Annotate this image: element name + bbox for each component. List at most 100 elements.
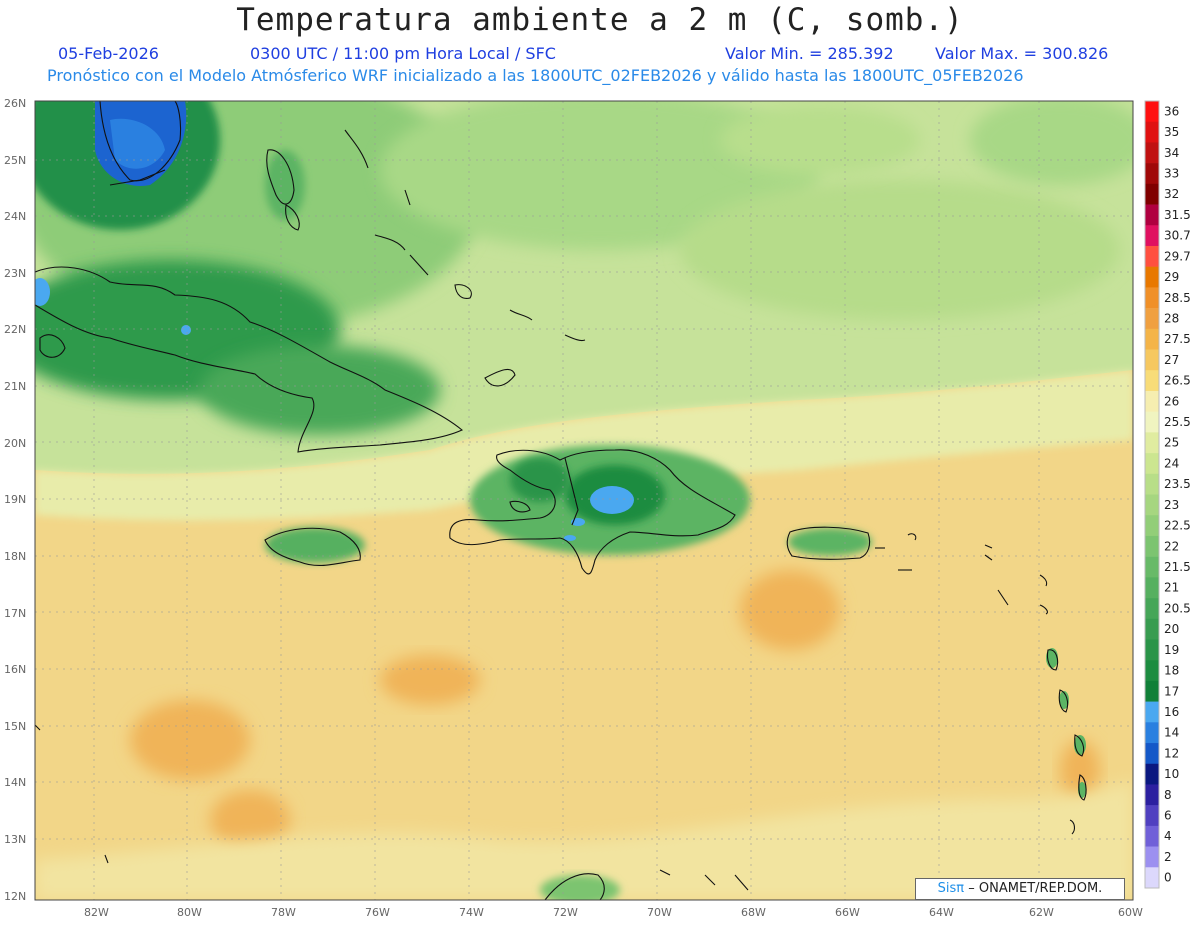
legend-label: 18 [1164, 664, 1179, 678]
lat-label: 21N [4, 380, 26, 393]
lat-label: 12N [4, 890, 26, 903]
lon-label: 68W [741, 906, 766, 919]
legend-swatch [1145, 494, 1159, 516]
legend-label: 21 [1164, 581, 1179, 595]
legend-label: 32 [1164, 187, 1179, 201]
lon-label: 72W [553, 906, 578, 919]
legend-swatch [1145, 225, 1159, 247]
legend-swatch [1145, 432, 1159, 454]
legend-label: 21.5 [1164, 560, 1191, 574]
legend-label: 24 [1164, 456, 1179, 470]
legend-label: 17 [1164, 684, 1179, 698]
temperature-field [35, 101, 1133, 900]
legend-label: 33 [1164, 166, 1179, 180]
legend-swatch [1145, 805, 1159, 827]
legend-label: 28 [1164, 311, 1179, 325]
lat-label: 23N [4, 267, 26, 280]
lat-label: 22N [4, 323, 26, 336]
legend-label: 8 [1164, 788, 1172, 802]
lat-label: 19N [4, 493, 26, 506]
max-value: Valor Max. = 300.826 [935, 44, 1109, 63]
lon-label: 80W [177, 906, 202, 919]
legend-swatch [1145, 701, 1159, 723]
legend-swatch [1145, 411, 1159, 433]
legend-label: 35 [1164, 125, 1179, 139]
legend-swatch [1145, 639, 1159, 661]
legend-label: 12 [1164, 746, 1179, 760]
legend-label: 27.5 [1164, 332, 1191, 346]
legend-swatch [1145, 660, 1159, 682]
forecast-date: 05-Feb-2026 [58, 44, 159, 63]
map-title: Temperatura ambiente a 2 m (C, somb.) [236, 2, 964, 38]
lat-label: 18N [4, 550, 26, 563]
legend-label: 10 [1164, 767, 1179, 781]
legend-label: 6 [1164, 809, 1172, 823]
lon-label: 74W [459, 906, 484, 919]
legend-swatch [1145, 142, 1159, 164]
legend-swatch [1145, 784, 1159, 806]
lon-label: 70W [647, 906, 672, 919]
legend-label: 27 [1164, 353, 1179, 367]
legend-swatch [1145, 245, 1159, 267]
legend-swatch [1145, 308, 1159, 330]
legend-swatch [1145, 183, 1159, 205]
lat-label: 26N [4, 97, 26, 110]
legend-swatch [1145, 349, 1159, 371]
legend-label: 26 [1164, 394, 1179, 408]
legend-label: 16 [1164, 705, 1179, 719]
lon-label: 82W [84, 906, 109, 919]
forecast-time: 0300 UTC / 11:00 pm Hora Local / SFC [250, 44, 556, 63]
legend-label: 25.5 [1164, 415, 1191, 429]
legend-swatch [1145, 370, 1159, 392]
legend-frame [1144, 100, 1160, 889]
lon-label: 62W [1029, 906, 1054, 919]
credit-text: – ONAMET/REP.DOM. [968, 881, 1103, 896]
legend-label: 30.7 [1164, 229, 1191, 243]
legend-swatch [1145, 680, 1159, 702]
legend-swatch [1145, 266, 1159, 288]
lon-label: 66W [835, 906, 860, 919]
legend-swatch [1145, 577, 1159, 599]
legend-swatch [1145, 163, 1159, 185]
legend-label: 14 [1164, 726, 1179, 740]
legend-swatch [1145, 515, 1159, 537]
legend-swatch [1145, 867, 1159, 889]
legend-label: 4 [1164, 829, 1172, 843]
legend-swatch [1145, 825, 1159, 847]
lon-label: 64W [929, 906, 954, 919]
map-frame [34, 100, 1134, 901]
lat-label: 16N [4, 663, 26, 676]
legend-label: 28.5 [1164, 291, 1191, 305]
legend-swatch [1145, 287, 1159, 309]
lon-label: 78W [271, 906, 296, 919]
legend-swatch [1145, 473, 1159, 495]
legend-swatch [1145, 121, 1159, 143]
legend-label: 29.7 [1164, 249, 1191, 263]
legend-swatch [1145, 204, 1159, 226]
legend-label: 2 [1164, 850, 1172, 864]
min-value: Valor Min. = 285.392 [725, 44, 894, 63]
legend-label: 31.5 [1164, 208, 1191, 222]
legend-label: 20 [1164, 622, 1179, 636]
legend-swatch [1145, 618, 1159, 640]
legend-label: 36 [1164, 104, 1179, 118]
forecast-note: Pronóstico con el Modelo Atmósferico WRF… [47, 66, 1024, 85]
credit-box: Sisπ – ONAMET/REP.DOM. [915, 878, 1125, 900]
latitude-labels: 26N 25N 24N 23N 22N 21N 20N 19N 18N 17N … [4, 97, 26, 903]
sis-logo: Sisπ [937, 881, 965, 896]
legend-swatch [1145, 763, 1159, 785]
lat-label: 24N [4, 210, 26, 223]
lat-label: 17N [4, 607, 26, 620]
coastlines [35, 101, 1087, 900]
legend-label: 34 [1164, 146, 1179, 160]
legend-swatch [1145, 598, 1159, 620]
legend-swatch [1145, 453, 1159, 475]
legend-label: 22 [1164, 539, 1179, 553]
lat-label: 14N [4, 776, 26, 789]
legend-label: 19 [1164, 643, 1179, 657]
legend-swatch [1145, 846, 1159, 868]
legend-swatch [1145, 390, 1159, 412]
longitude-labels: 82W 80W 78W 76W 74W 72W 70W 68W 66W 64W … [84, 906, 1143, 919]
legend-label: 22.5 [1164, 519, 1191, 533]
